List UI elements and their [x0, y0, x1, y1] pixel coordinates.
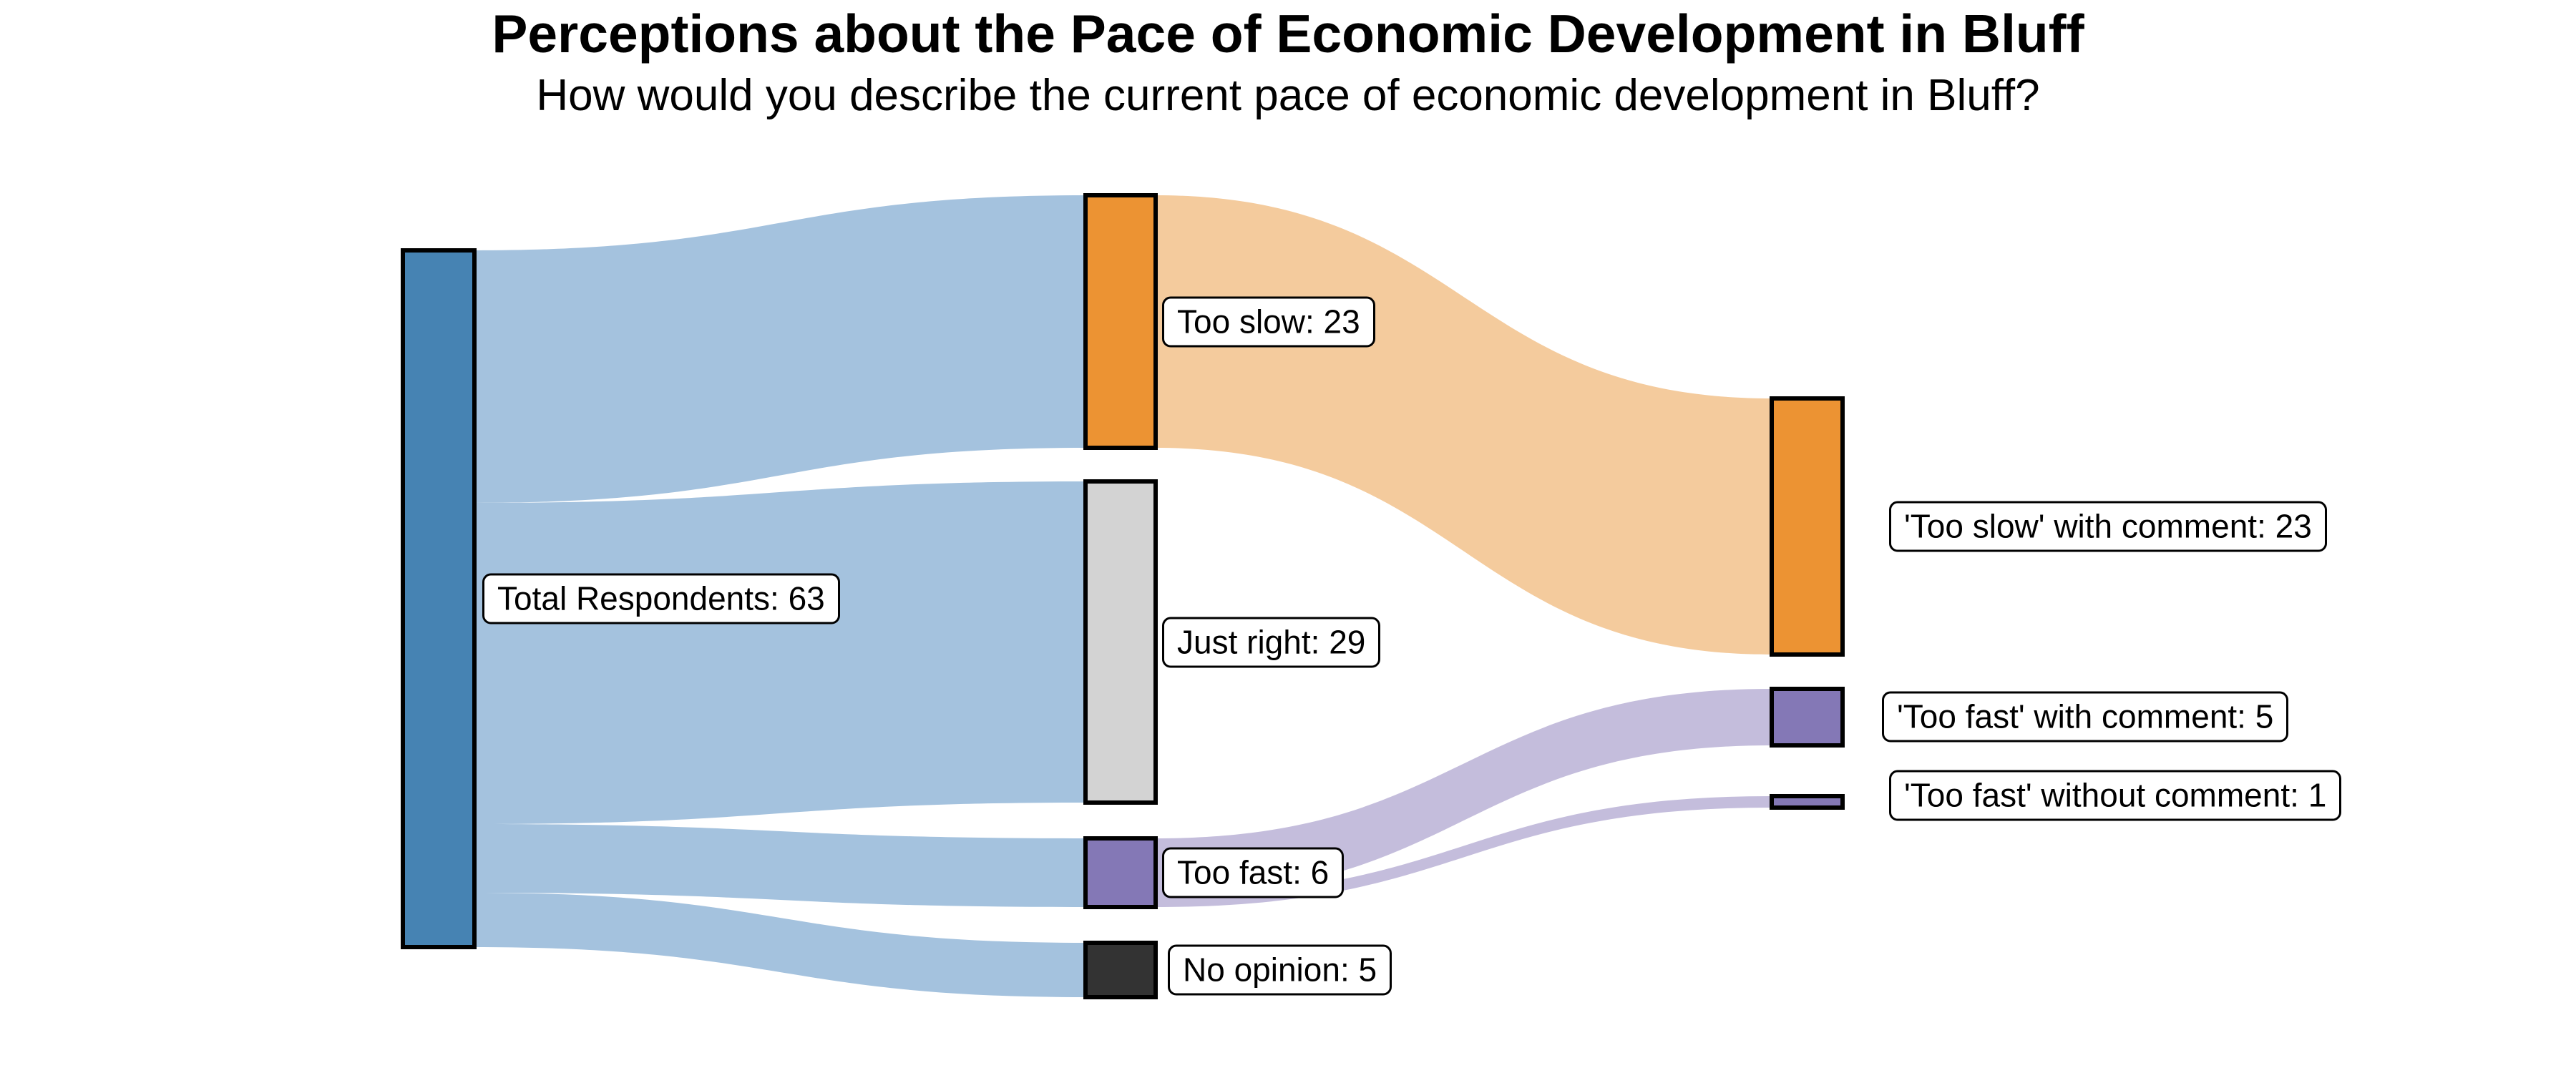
node-label-too-slow-with-comment: 'Too slow' with comment: 23 [1889, 501, 2327, 552]
node-label-just-right: Just right: 29 [1162, 617, 1381, 668]
node-label-too-fast: Too fast: 6 [1162, 847, 1345, 898]
sankey-node-ts_comment[interactable] [1770, 396, 1845, 657]
node-label-too-slow: Too slow: 23 [1162, 296, 1375, 348]
sankey-node-tf_nocomment[interactable] [1770, 794, 1845, 810]
chart-subtitle: How would you describe the current pace … [536, 71, 2040, 120]
chart-title: Perceptions about the Pace of Economic D… [492, 4, 2084, 64]
node-label-too-fast-without-comment: 'Too fast' without comment: 1 [1889, 770, 2342, 821]
sankey-link-too_slow-ts_comment[interactable] [1156, 195, 1772, 655]
node-label-total-respondents: Total Respondents: 63 [482, 573, 840, 624]
node-label-too-fast-with-comment: 'Too fast' with comment: 5 [1882, 691, 2289, 743]
sankey-node-too_slow[interactable] [1083, 193, 1158, 450]
sankey-link-too_fast-tf_nocomment[interactable] [1156, 796, 1772, 907]
sankey-link-total-just_right[interactable] [474, 481, 1085, 824]
sankey-link-total-no_opinion[interactable] [474, 893, 1085, 997]
sankey-node-no_opinion[interactable] [1083, 941, 1158, 999]
sankey-node-tf_comment[interactable] [1770, 687, 1845, 748]
sankey-link-too_fast-tf_comment[interactable] [1156, 689, 1772, 896]
sankey-node-total[interactable] [401, 248, 477, 949]
node-label-no-opinion: No opinion: 5 [1168, 944, 1392, 996]
sankey-node-just_right[interactable] [1083, 479, 1158, 805]
sankey-node-too_fast[interactable] [1083, 836, 1158, 909]
sankey-link-total-too_fast[interactable] [474, 824, 1085, 907]
sankey-link-total-too_slow[interactable] [474, 195, 1085, 503]
